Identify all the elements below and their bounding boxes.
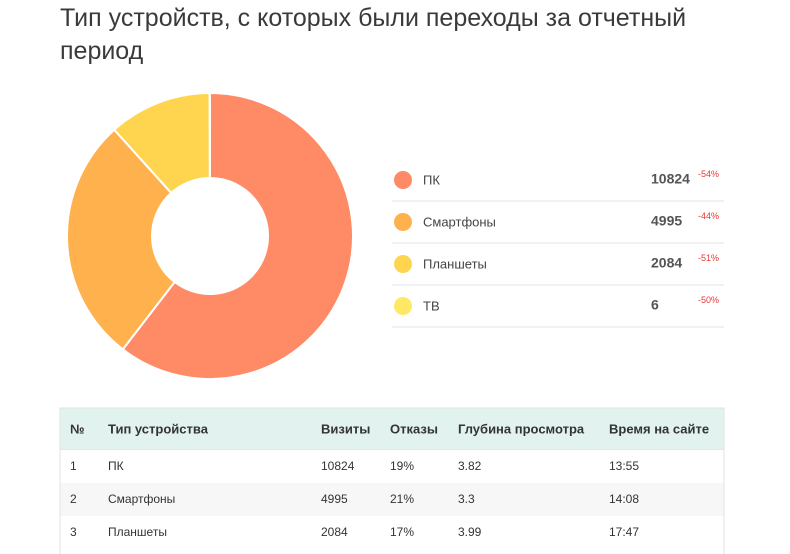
- table-row-bg: [60, 483, 724, 516]
- legend-change: -54%: [698, 169, 719, 179]
- legend-change: -51%: [698, 253, 719, 263]
- table-header-cell: Визиты: [321, 421, 370, 436]
- legend-label: ТВ: [423, 298, 440, 313]
- legend-swatch: [394, 213, 412, 231]
- table-header-cell: Время на сайте: [609, 421, 709, 436]
- table-cell: 13:55: [609, 459, 639, 473]
- table-cell: 21%: [390, 492, 414, 506]
- table-header-cell: №: [70, 421, 85, 436]
- legend-label: Смартфоны: [423, 214, 496, 229]
- table-header-cell: Тип устройства: [108, 421, 209, 436]
- legend-value: 4995: [651, 213, 682, 229]
- table-cell: 10824: [321, 459, 355, 473]
- table-row-bg: [60, 450, 724, 483]
- table-cell: ПК: [108, 459, 124, 473]
- table-cell: 3.3: [458, 492, 475, 506]
- legend-swatch: [394, 255, 412, 273]
- legend-change: -50%: [698, 295, 719, 305]
- title: Тип устройств, с которых были переходы з…: [60, 4, 687, 65]
- table-cell: 2084: [321, 525, 348, 539]
- table-cell: 3.82: [458, 459, 482, 473]
- table-cell: 14:08: [609, 492, 639, 506]
- table-header-cell: Отказы: [390, 421, 438, 436]
- table-cell: 19%: [390, 459, 414, 473]
- table-cell: Смартфоны: [108, 492, 175, 506]
- table-cell: 3: [70, 525, 77, 539]
- legend-value: 10824: [651, 171, 690, 187]
- table-cell: 1: [70, 459, 77, 473]
- legend-value: 6: [651, 297, 659, 313]
- legend-change: -44%: [698, 211, 719, 221]
- table-cell: Планшеты: [108, 525, 167, 539]
- table-cell: 17:47: [609, 525, 639, 539]
- legend-label: ПК: [423, 172, 440, 187]
- table-cell: 17%: [390, 525, 414, 539]
- legend-swatch: [394, 171, 412, 189]
- legend-label: Планшеты: [423, 256, 487, 271]
- slice: [121, 91, 354, 380]
- table-cell: 2: [70, 492, 77, 506]
- table-cell: 3.99: [458, 525, 482, 539]
- slice: [66, 128, 177, 351]
- legend-value: 2084: [651, 255, 682, 271]
- table-row-bg: [60, 516, 724, 549]
- table-header-cell: Глубина просмотра: [458, 421, 585, 436]
- legend-swatch: [394, 297, 412, 315]
- table-cell: 4995: [321, 492, 348, 506]
